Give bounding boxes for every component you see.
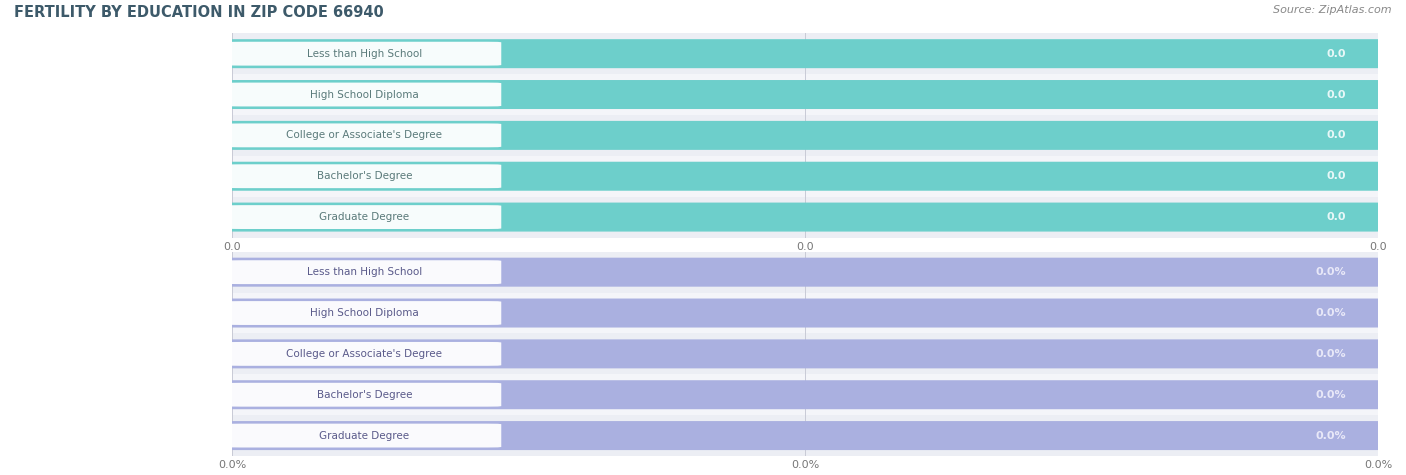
Text: College or Associate's Degree: College or Associate's Degree — [287, 130, 443, 141]
FancyBboxPatch shape — [228, 342, 502, 366]
Text: FERTILITY BY EDUCATION IN ZIP CODE 66940: FERTILITY BY EDUCATION IN ZIP CODE 66940 — [14, 5, 384, 20]
FancyBboxPatch shape — [218, 202, 1392, 232]
FancyBboxPatch shape — [228, 83, 502, 106]
Text: 0.0: 0.0 — [1326, 212, 1346, 222]
Text: 0.0: 0.0 — [1326, 130, 1346, 141]
Text: Source: ZipAtlas.com: Source: ZipAtlas.com — [1274, 5, 1392, 15]
FancyBboxPatch shape — [232, 156, 1378, 197]
Text: 0.0: 0.0 — [1326, 171, 1346, 181]
Text: 0.0%: 0.0% — [1315, 390, 1346, 400]
FancyBboxPatch shape — [218, 162, 1392, 191]
FancyBboxPatch shape — [232, 374, 1378, 415]
FancyBboxPatch shape — [232, 115, 1378, 156]
Text: Bachelor's Degree: Bachelor's Degree — [316, 390, 412, 400]
Text: Bachelor's Degree: Bachelor's Degree — [316, 171, 412, 181]
FancyBboxPatch shape — [228, 301, 502, 325]
FancyBboxPatch shape — [228, 42, 502, 66]
FancyBboxPatch shape — [228, 164, 502, 188]
Text: 0.0: 0.0 — [1326, 48, 1346, 59]
FancyBboxPatch shape — [232, 252, 1378, 293]
Text: 0.0%: 0.0% — [1315, 430, 1346, 441]
FancyBboxPatch shape — [232, 415, 1378, 456]
Text: Graduate Degree: Graduate Degree — [319, 212, 409, 222]
FancyBboxPatch shape — [228, 205, 502, 229]
Text: 0.0%: 0.0% — [1315, 349, 1346, 359]
FancyBboxPatch shape — [218, 421, 1392, 450]
FancyBboxPatch shape — [228, 424, 502, 447]
Text: High School Diploma: High School Diploma — [309, 89, 419, 100]
Text: High School Diploma: High School Diploma — [309, 308, 419, 318]
FancyBboxPatch shape — [218, 298, 1392, 328]
FancyBboxPatch shape — [228, 124, 502, 147]
Text: Less than High School: Less than High School — [307, 48, 422, 59]
FancyBboxPatch shape — [232, 293, 1378, 333]
FancyBboxPatch shape — [232, 197, 1378, 238]
FancyBboxPatch shape — [218, 80, 1392, 109]
Text: College or Associate's Degree: College or Associate's Degree — [287, 349, 443, 359]
FancyBboxPatch shape — [232, 333, 1378, 374]
Text: 0.0%: 0.0% — [1315, 308, 1346, 318]
Text: Less than High School: Less than High School — [307, 267, 422, 277]
FancyBboxPatch shape — [228, 260, 502, 284]
FancyBboxPatch shape — [218, 257, 1392, 287]
FancyBboxPatch shape — [228, 383, 502, 407]
Text: 0.0: 0.0 — [1326, 89, 1346, 100]
FancyBboxPatch shape — [218, 121, 1392, 150]
FancyBboxPatch shape — [232, 74, 1378, 115]
FancyBboxPatch shape — [218, 39, 1392, 68]
FancyBboxPatch shape — [218, 380, 1392, 409]
FancyBboxPatch shape — [232, 33, 1378, 74]
Text: Graduate Degree: Graduate Degree — [319, 430, 409, 441]
Text: 0.0%: 0.0% — [1315, 267, 1346, 277]
FancyBboxPatch shape — [218, 339, 1392, 369]
